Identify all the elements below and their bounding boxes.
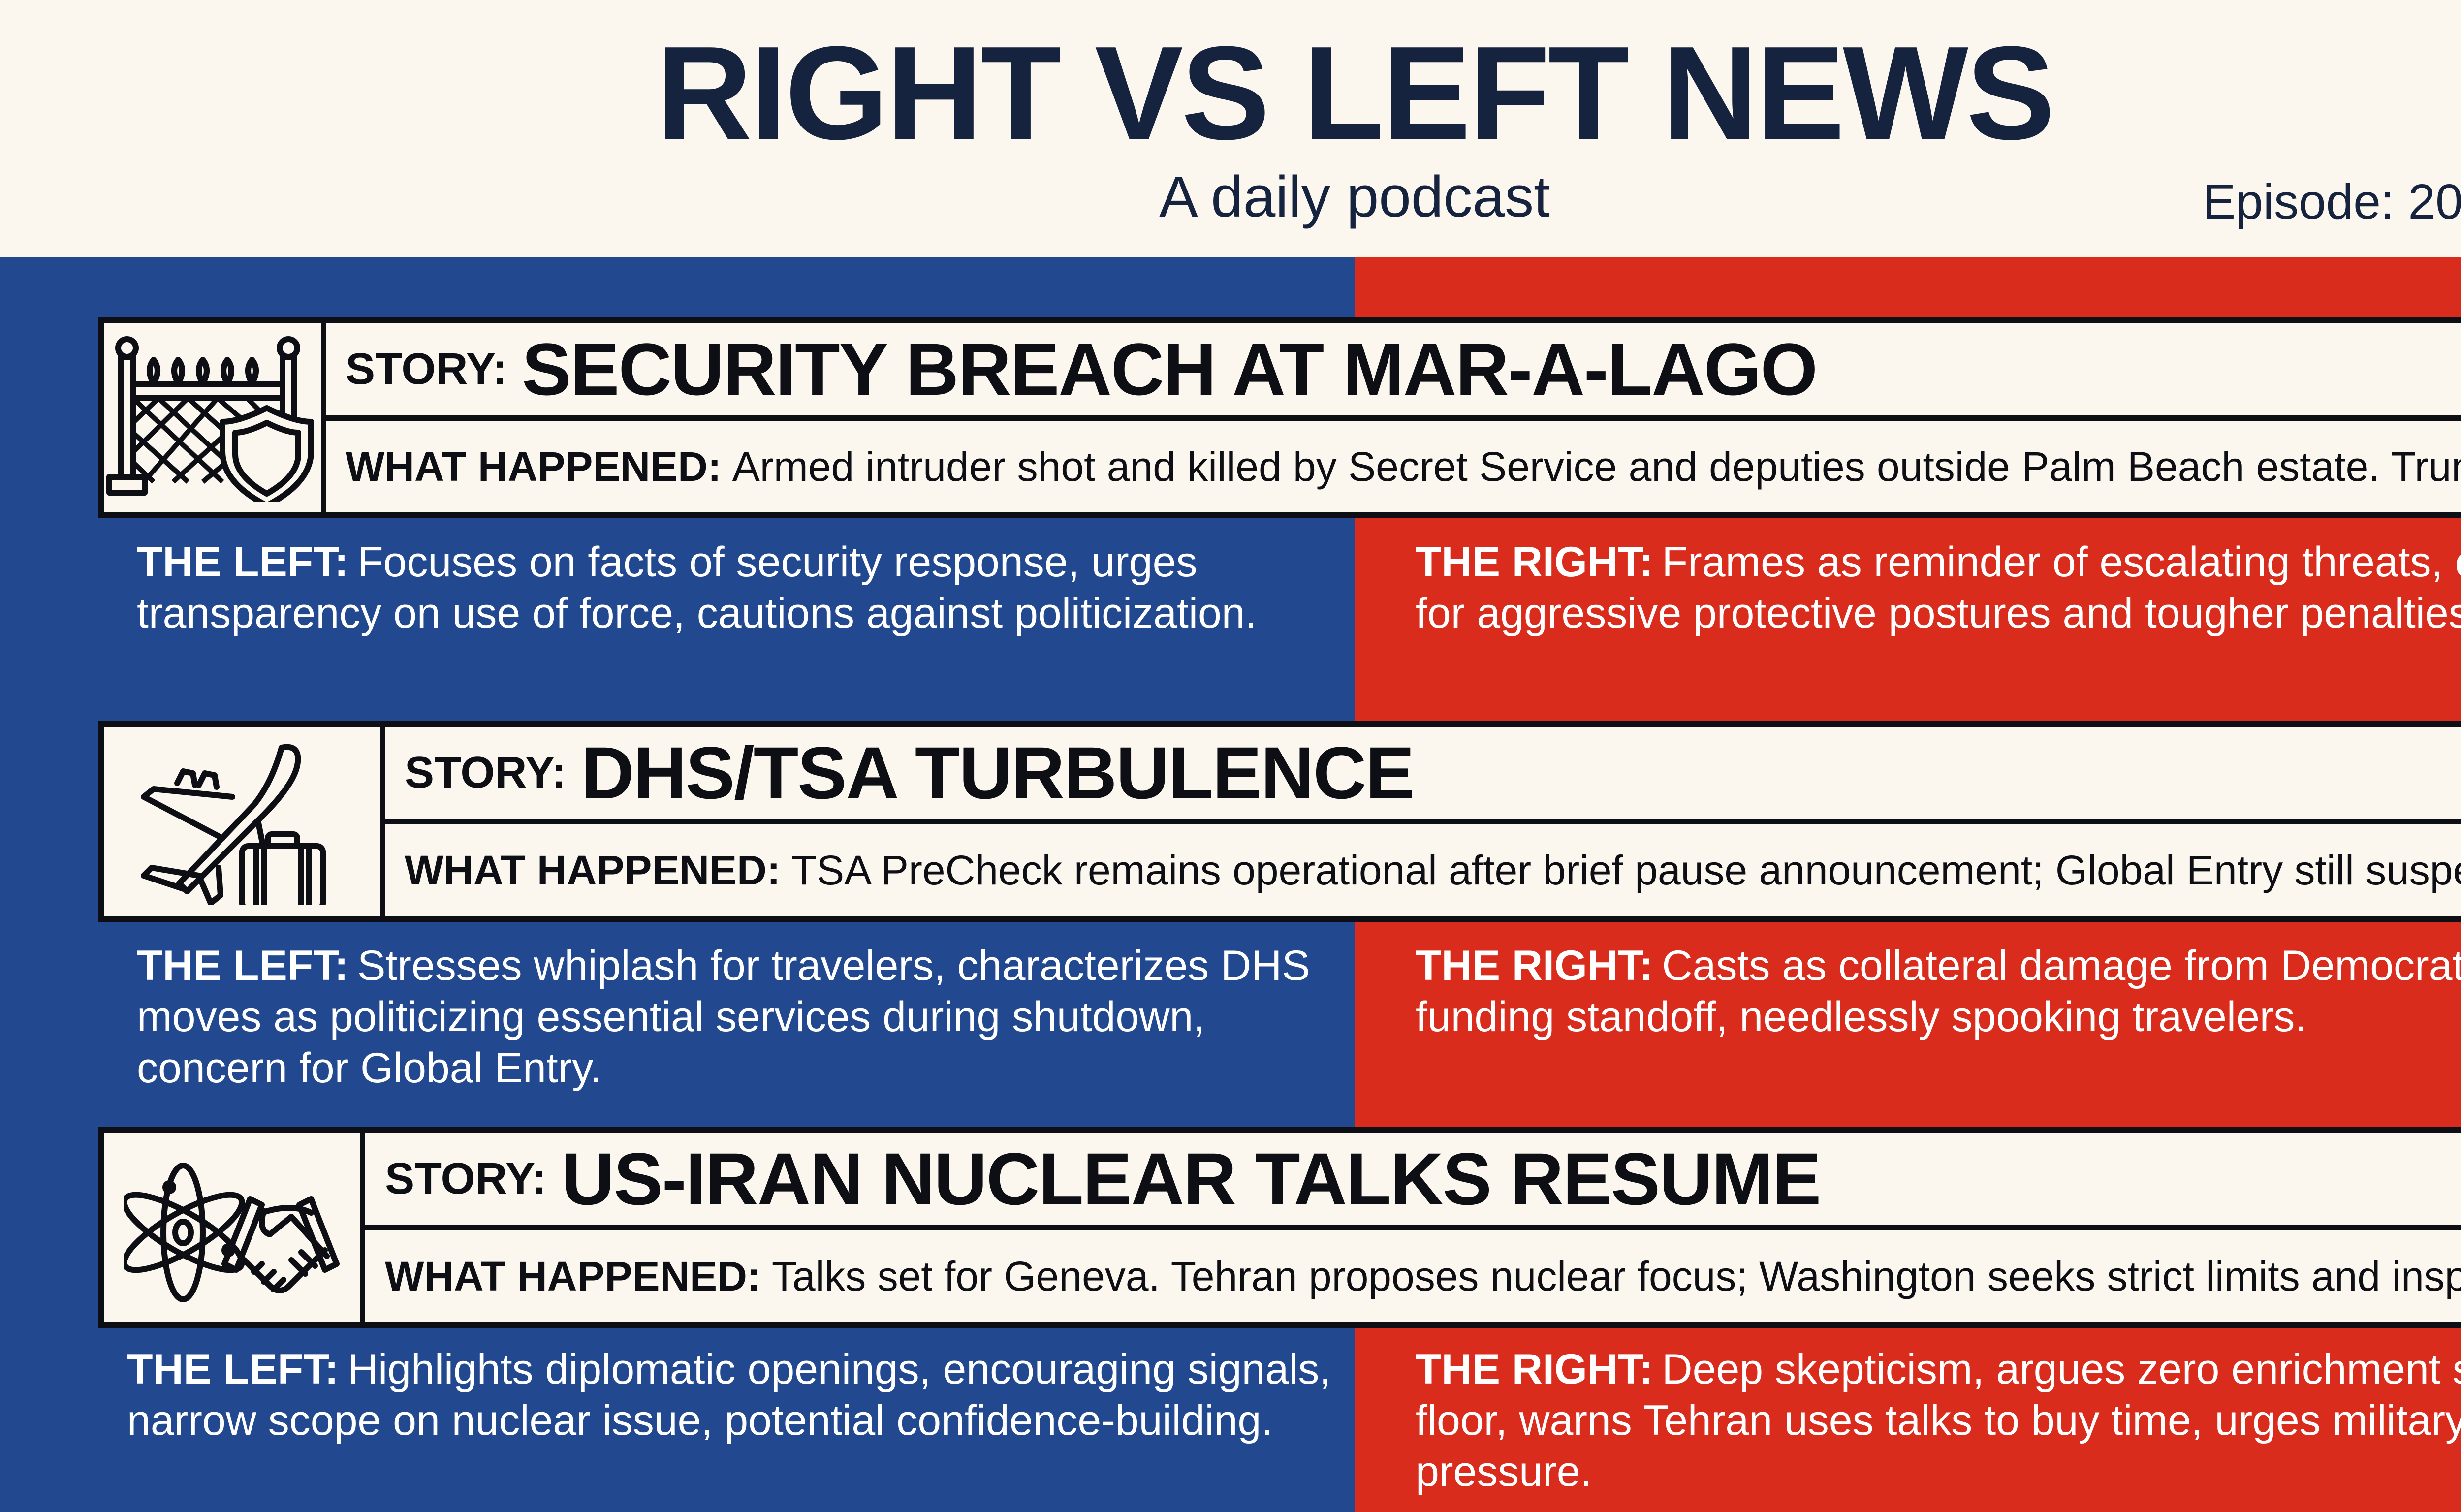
what-happened-text: Talks set for Geneva. Tehran proposes nu… (771, 1253, 2461, 1299)
episode-date: Episode: 2026-02-23 (2203, 174, 2461, 229)
left-take-label: THE LEFT: (137, 538, 348, 586)
left-take-text: Focuses on facts of security response, u… (137, 538, 1257, 637)
what-happened-label: WHAT HAPPENED: (385, 1253, 761, 1299)
right-take-label: THE RIGHT: (1416, 538, 1653, 586)
right-take-label: THE RIGHT: (1416, 942, 1653, 989)
what-happened-row: WHAT HAPPENED: Armed intruder shot and k… (326, 421, 2461, 512)
story-label: STORY: (405, 748, 567, 797)
story-card: STORY: SECURITY BREACH AT MAR-A-LAGO WHA… (98, 317, 2461, 518)
right-take-text: Frames as reminder of escalating threats… (1416, 538, 2461, 637)
story-title-row: STORY: DHS/TSA TURBULENCE (385, 727, 2461, 824)
left-take: THE LEFT: Highlights diplomatic openings,… (127, 1344, 1348, 1446)
story-title-row: STORY: SECURITY BREACH AT MAR-A-LAGO (326, 323, 2461, 421)
story-label: STORY: (346, 344, 507, 394)
right-take: THE RIGHT: Frames as reminder of escalati… (1416, 536, 2461, 639)
airplane-luggage-icon (141, 744, 326, 905)
fence-shield-icon (106, 336, 314, 502)
header: RIGHT VS LEFT NEWS A daily podcast Episo… (0, 0, 2461, 257)
story-icon-cell (104, 323, 326, 512)
story-title: DHS/TSA TURBULENCE (581, 731, 1415, 814)
what-happened-label: WHAT HAPPENED: (346, 443, 722, 490)
right-take-text: Deep skepticism, argues zero enrichment … (1416, 1346, 2461, 1495)
story-title: SECURITY BREACH AT MAR-A-LAGO (522, 327, 1818, 410)
page-subtitle: A daily podcast (1159, 164, 1550, 229)
story-title: US-IRAN NUCLEAR TALKS RESUME (561, 1137, 1821, 1220)
left-take: THE LEFT: Focuses on facts of security re… (137, 536, 1318, 639)
story-title-row: STORY: US-IRAN NUCLEAR TALKS RESUME (365, 1133, 2461, 1230)
right-take-label: THE RIGHT: (1416, 1346, 1653, 1393)
right-take: THE RIGHT: Casts as collateral damage fro… (1416, 940, 2461, 1042)
right-take: THE RIGHT: Deep skepticism, argues zero e… (1416, 1344, 2461, 1497)
left-take: THE LEFT: Stresses whiplash for travelers… (137, 940, 1338, 1094)
right-take-text: Casts as collateral damage from Democrat… (1416, 942, 2461, 1040)
left-take-label: THE LEFT: (137, 942, 348, 989)
what-happened-row: WHAT HAPPENED: TSA PreCheck remains oper… (385, 824, 2461, 916)
page-title: RIGHT VS LEFT NEWS (656, 19, 2055, 167)
what-happened-text: Armed intruder shot and killed by Secret… (732, 443, 2461, 490)
story-icon-cell (104, 1133, 366, 1322)
left-take-text: Stresses whiplash for travelers, charact… (137, 942, 1310, 1092)
left-take-text: Highlights diplomatic openings, encourag… (127, 1346, 1331, 1444)
story-card: STORY: DHS/TSA TURBULENCE WHAT HAPPENED:… (98, 721, 2461, 922)
what-happened-row: WHAT HAPPENED: Talks set for Geneva. Teh… (365, 1230, 2461, 1322)
story-icon-cell (104, 727, 385, 916)
what-happened-label: WHAT HAPPENED: (405, 847, 781, 893)
what-happened-text: TSA PreCheck remains operational after b… (791, 847, 2461, 893)
left-take-label: THE LEFT: (127, 1346, 339, 1393)
story-card: STORY: US-IRAN NUCLEAR TALKS RESUME WHAT… (98, 1127, 2461, 1328)
atom-handshake-icon (124, 1163, 340, 1302)
story-label: STORY: (385, 1154, 547, 1203)
